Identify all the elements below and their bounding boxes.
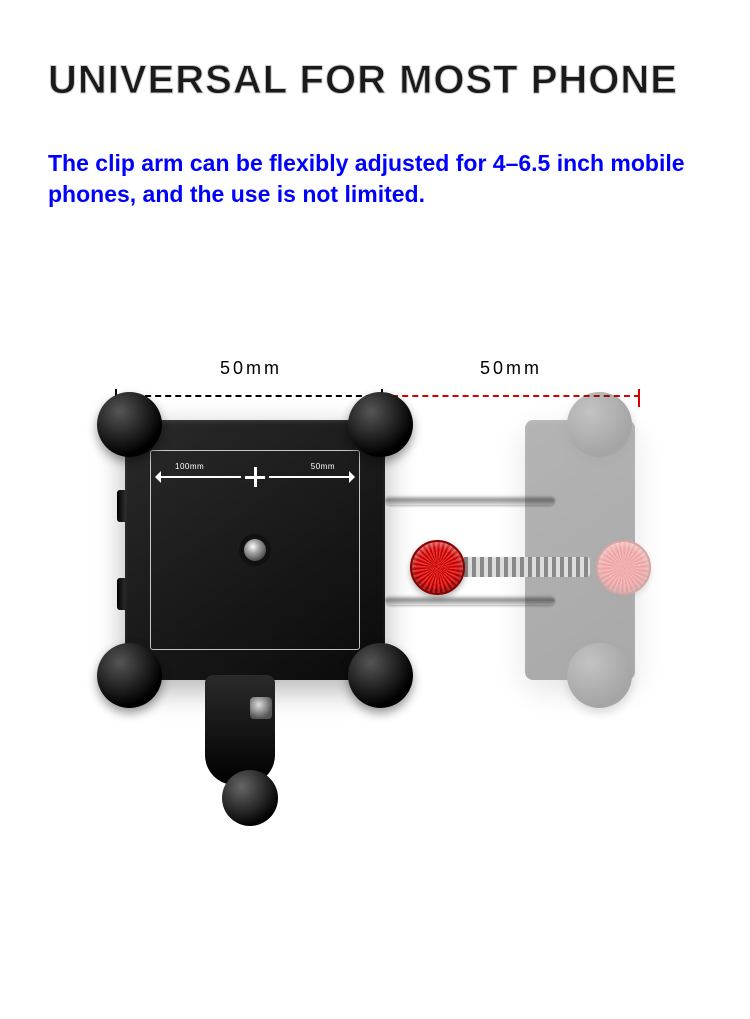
grip-corner <box>97 392 162 457</box>
plate-arrow-label-right: 50mm <box>311 462 335 471</box>
dimension-line-left <box>115 395 382 397</box>
plate-arrow-label-left: 100mm <box>175 462 204 471</box>
center-screw-icon <box>244 539 266 561</box>
adjust-screw-shaft <box>460 557 590 577</box>
grip-corner <box>348 643 413 708</box>
grip-corner <box>97 643 162 708</box>
product-diagram: 50mm 50mm 100mm 50mm <box>0 350 750 910</box>
dimension-label-right: 50mm <box>480 358 542 379</box>
grip-corner <box>348 392 413 457</box>
plate-cross-icon <box>245 467 265 487</box>
plate-arrow-indicator: 100mm 50mm <box>157 465 353 489</box>
hex-bolt-icon <box>250 697 272 719</box>
page-subtitle: The clip arm can be flexibly adjusted fo… <box>48 148 702 210</box>
adjust-knob <box>410 540 465 595</box>
mount-stem <box>205 675 275 785</box>
device-plate: 100mm 50mm <box>125 420 385 680</box>
mount-ball <box>222 770 278 826</box>
dimension-label-left: 50mm <box>220 358 282 379</box>
page-title: UNIVERSAL FOR MOST PHONE <box>48 58 678 103</box>
